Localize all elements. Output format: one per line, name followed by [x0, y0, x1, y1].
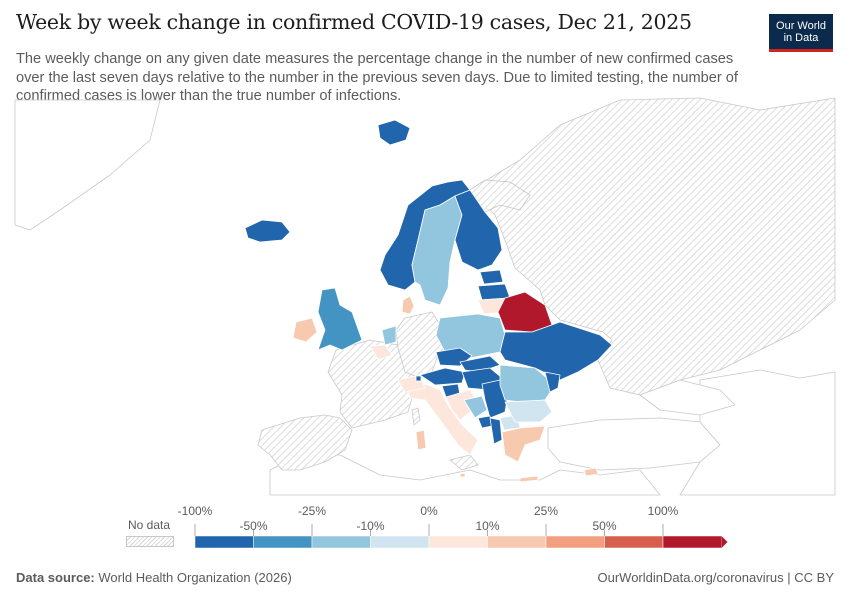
data-source-label: Data source:	[16, 570, 95, 585]
turkey-land[interactable]	[547, 417, 721, 471]
legend-open-end-arrow	[721, 536, 728, 548]
country-sardinia-italy-[interactable]	[415, 429, 427, 451]
legend-tick-label-4: 0%	[420, 504, 438, 518]
iberia-no-data[interactable]	[257, 414, 353, 471]
country-austria[interactable]	[419, 367, 466, 386]
legend-bin-3	[370, 535, 430, 549]
country-liechtenstein[interactable]	[415, 375, 422, 382]
greenland-land[interactable]	[14, 99, 161, 231]
data-source: Data source: World Health Organization (…	[16, 570, 292, 585]
legend-tick-label-5: 10%	[475, 519, 500, 533]
legend-tick-label-0: -100%	[177, 504, 213, 518]
country-croatia[interactable]	[445, 389, 479, 421]
legend-tick-label-1: -50%	[239, 519, 268, 533]
owid-logo[interactable]: Our World in Data	[769, 14, 833, 52]
legend-tick-label-3: -10%	[356, 519, 385, 533]
legend-bin-1	[253, 535, 313, 549]
corsica-no-data[interactable]	[411, 407, 421, 426]
country-crete-greece-[interactable]	[519, 475, 539, 483]
country-ireland[interactable]	[292, 317, 318, 343]
legend-tick-label-7: 50%	[592, 519, 617, 533]
country-ukraine[interactable]	[499, 321, 613, 381]
country-finland[interactable]	[454, 189, 503, 271]
legend-bin-8	[662, 535, 722, 549]
country-belgium[interactable]	[369, 344, 393, 361]
country-malta[interactable]	[459, 472, 466, 478]
legend-bin-4	[428, 535, 488, 549]
country-bosnia-and-herzegovina[interactable]	[463, 395, 488, 419]
country-denmark[interactable]	[401, 295, 415, 315]
caucasus-land[interactable]	[639, 379, 736, 416]
legend-tick-label-6: 25%	[533, 504, 559, 518]
legend-tick-label-8: 100%	[647, 504, 679, 518]
country-cyprus[interactable]	[583, 467, 599, 477]
source-url[interactable]: OurWorldinData.org/coronavirus | CC BY	[597, 570, 834, 585]
legend-bin-6	[545, 535, 605, 549]
country-estonia[interactable]	[479, 269, 504, 285]
country-albania[interactable]	[489, 417, 503, 445]
kola-no-data[interactable]	[469, 179, 531, 213]
logo-line-2: in Data	[783, 32, 819, 44]
chart-subtitle: The weekly change on any given date meas…	[16, 51, 738, 104]
legend-bin-5	[487, 535, 547, 549]
chart-title: Week by week change in confirmed COVID-1…	[16, 10, 692, 34]
country-bulgaria[interactable]	[504, 399, 553, 423]
country-united-kingdom[interactable]	[317, 287, 363, 351]
sicily-no-data[interactable]	[449, 454, 479, 471]
country-iceland[interactable]	[244, 219, 291, 243]
country-greece[interactable]	[501, 425, 546, 463]
legend-no-data-label: No data	[128, 518, 171, 532]
data-source-value: World Health Organization (2026)	[98, 570, 292, 585]
legend-no-data-swatch	[126, 536, 174, 547]
legend-bin-7	[604, 535, 664, 549]
country-netherlands[interactable]	[381, 325, 397, 346]
country-sweden[interactable]	[411, 195, 463, 306]
logo-line-1: Our World	[776, 20, 826, 32]
country-italy[interactable]	[403, 379, 479, 456]
legend-bin-0	[194, 535, 254, 549]
color-legend: No data -100% -50% -25% -10% 0% 10% 25% 50% 100%	[0, 500, 850, 560]
legend-bin-2	[311, 535, 371, 549]
legend-tick-label-2: -25%	[297, 504, 327, 518]
country-moldova[interactable]	[544, 371, 561, 393]
country-svalbard[interactable]	[377, 119, 411, 146]
